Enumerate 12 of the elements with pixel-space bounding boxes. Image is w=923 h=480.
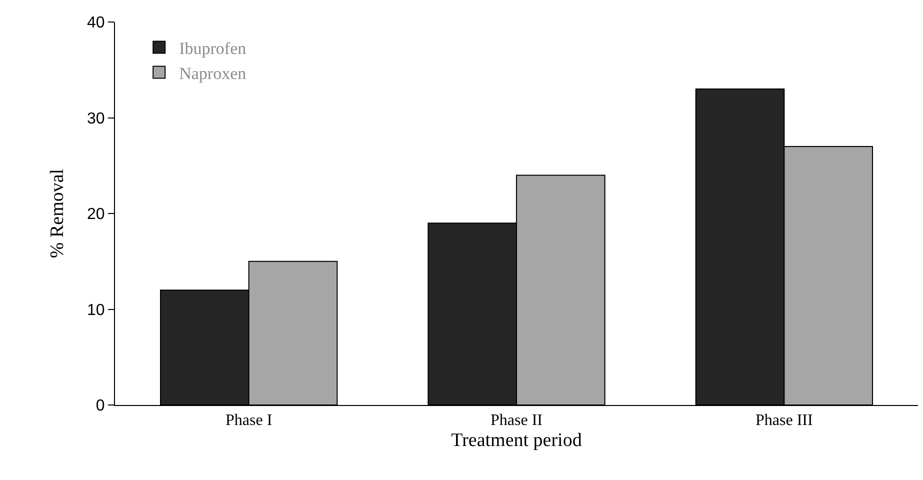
x-tick-label: Phase III: [756, 412, 813, 430]
legend-label: Ibuprofen: [179, 38, 247, 58]
x-axis-title: Treatment period: [451, 430, 582, 451]
y-axis-title: % Removal: [46, 168, 68, 258]
y-tick-label: 10: [87, 302, 105, 319]
y-tick-label: 20: [87, 206, 105, 224]
x-tick-label: Phase II: [490, 412, 542, 430]
legend-label: Naproxen: [179, 64, 247, 83]
y-tick-label: 0: [96, 398, 105, 415]
y-tick-label: 30: [87, 110, 105, 128]
x-tick-label: Phase I: [226, 412, 272, 430]
y-tick-label: 40: [87, 14, 105, 32]
